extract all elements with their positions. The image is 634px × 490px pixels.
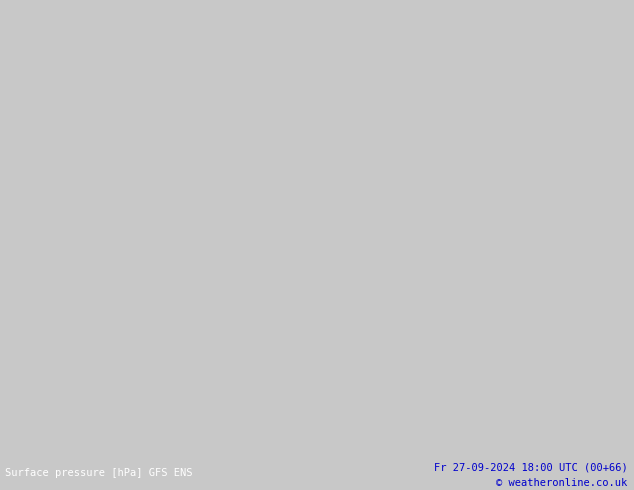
Text: Surface pressure [hPa] GFS ENS: Surface pressure [hPa] GFS ENS: [5, 468, 193, 478]
Text: © weatheronline.co.uk: © weatheronline.co.uk: [496, 478, 628, 488]
Text: Fr 27-09-2024 18:00 UTC (00+66): Fr 27-09-2024 18:00 UTC (00+66): [434, 463, 628, 473]
